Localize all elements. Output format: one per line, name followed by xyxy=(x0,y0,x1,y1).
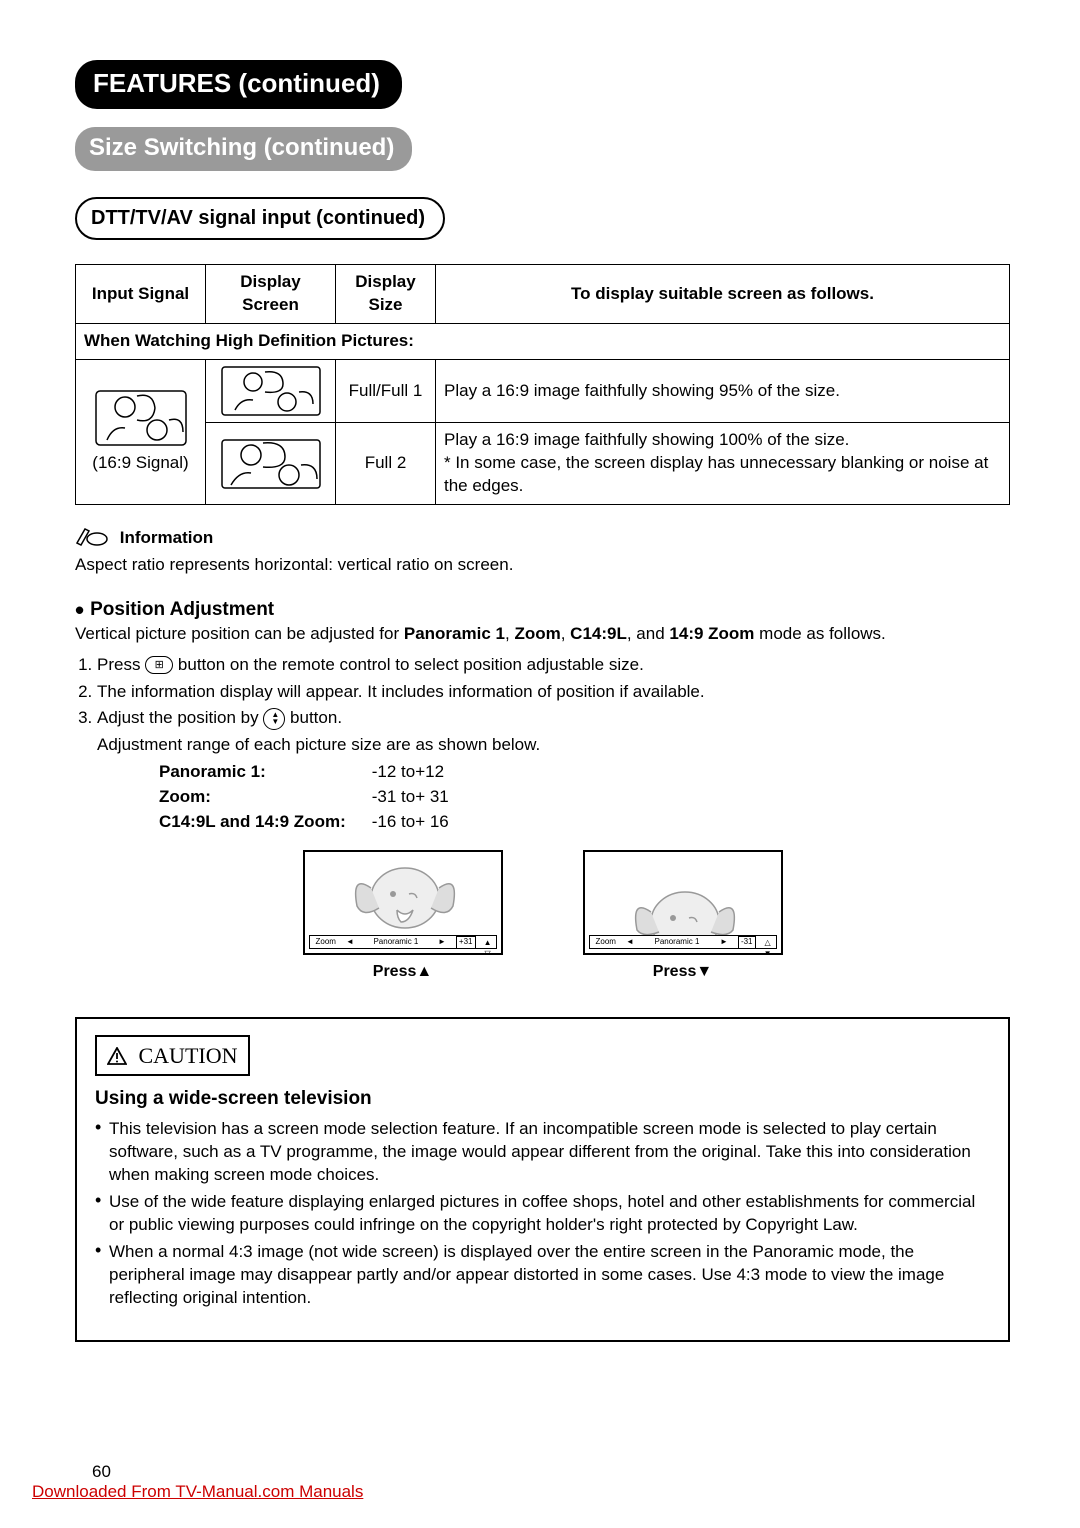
up-down-button-icon xyxy=(263,708,285,730)
th-desc: To display suitable screen as follows. xyxy=(436,265,1010,324)
dog-face-icon xyxy=(305,852,503,942)
hand-writing-icon xyxy=(75,523,109,554)
caution-item: Use of the wide feature displaying enlar… xyxy=(95,1191,990,1237)
osd-preview-up: Zoom ◄ Panoramic 1 ► +31 ▲▽ xyxy=(303,850,503,955)
desc-full1: Play a 16:9 image faithfully showing 95%… xyxy=(436,360,1010,423)
size-full2: Full 2 xyxy=(336,423,436,505)
download-source-link[interactable]: Downloaded From TV-Manual.com Manuals xyxy=(32,1481,363,1504)
caution-box: CAUTION Using a wide-screen television T… xyxy=(75,1017,1010,1342)
caution-item: This television has a screen mode select… xyxy=(95,1118,990,1187)
page-title-h3: DTT/TV/AV signal input (continued) xyxy=(75,197,445,240)
press-down-label: Press▼ xyxy=(583,961,783,983)
aspect-16-9-source-icon xyxy=(95,390,187,446)
caution-item: When a normal 4:3 image (not wide screen… xyxy=(95,1241,990,1310)
screen-full1-icon xyxy=(221,366,321,416)
information-label: Information xyxy=(120,528,214,547)
position-intro: Vertical picture position can be adjuste… xyxy=(75,623,1010,646)
page-title-h2: Size Switching (continued) xyxy=(75,127,412,171)
press-up-label: Press▲ xyxy=(303,961,503,983)
osd-preview-down: Zoom ◄ Panoramic 1 ► -31 △▼ xyxy=(583,850,783,955)
input-signal-label: (16:9 Signal) xyxy=(84,452,197,475)
signal-table: Input Signal Display Screen Display Size… xyxy=(75,264,1010,505)
desc-full2: Play a 16:9 image faithfully showing 100… xyxy=(436,423,1010,505)
page-title-h1: FEATURES (continued) xyxy=(75,60,402,109)
step-3: Adjust the position by button. Adjustmen… xyxy=(97,707,1010,836)
information-text: Aspect ratio represents horizontal: vert… xyxy=(75,554,1010,577)
step-1: Press ⊞ button on the remote control to … xyxy=(97,654,1010,677)
caution-heading: Using a wide-screen television xyxy=(95,1086,990,1112)
section-label: When Watching High Definition Pictures: xyxy=(76,324,1010,360)
aspect-button-icon: ⊞ xyxy=(145,656,173,674)
step-2: The information display will appear. It … xyxy=(97,681,1010,704)
warning-triangle-icon xyxy=(107,1043,133,1068)
position-adjustment-heading: Position Adjustment xyxy=(75,597,1010,623)
screen-full2-icon xyxy=(221,439,321,489)
range-table: Panoramic 1:-12 to+12 Zoom:-31 to+ 31 C1… xyxy=(157,759,451,836)
range-intro: Adjustment range of each picture size ar… xyxy=(97,734,1010,757)
caution-label: CAUTION xyxy=(95,1035,250,1077)
th-size: Display Size xyxy=(336,265,436,324)
dog-face-icon xyxy=(585,852,783,942)
th-screen: Display Screen xyxy=(206,265,336,324)
size-full1: Full/Full 1 xyxy=(336,360,436,423)
th-input: Input Signal xyxy=(76,265,206,324)
